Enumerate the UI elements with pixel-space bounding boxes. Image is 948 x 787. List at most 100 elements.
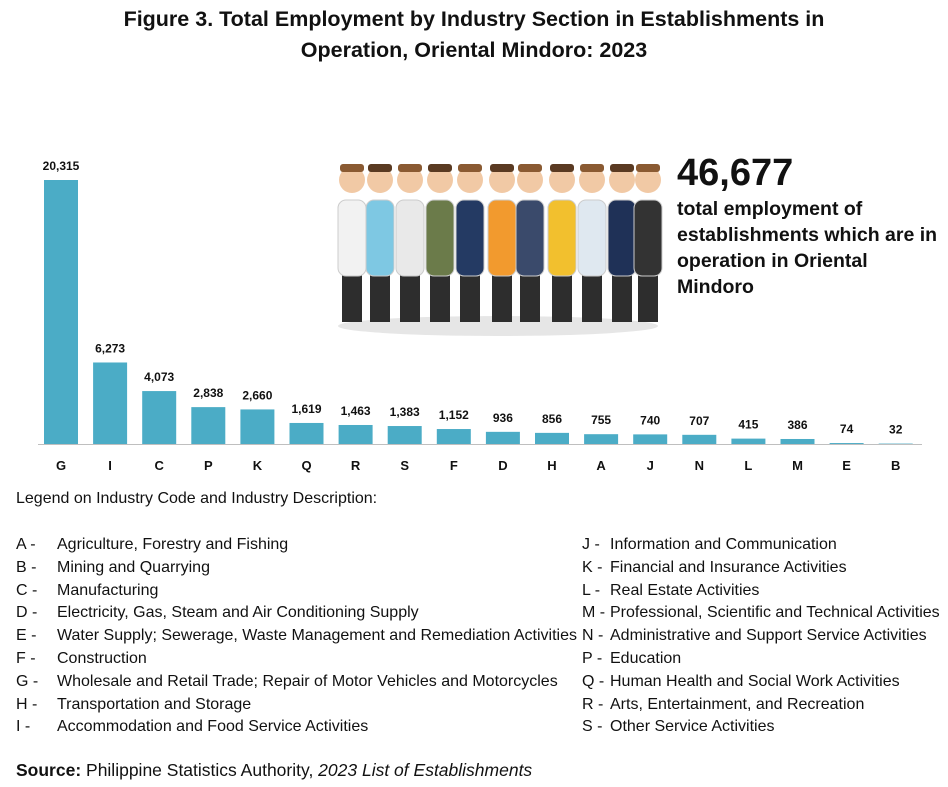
legend-row: F - Construction — [16, 648, 577, 671]
source-label: Source: — [16, 760, 82, 780]
bar-G — [44, 180, 78, 444]
total-employment-value: 46,677 — [677, 152, 794, 194]
legend-description: Wholesale and Retail Trade; Repair of Mo… — [57, 672, 558, 690]
source-publication: 2023 List of Establishments — [318, 760, 533, 780]
legend-description: Transportation and Storage — [57, 695, 252, 713]
legend-description: Education — [610, 649, 682, 667]
worker-figure — [607, 164, 637, 322]
legend-code: B - — [16, 558, 37, 576]
x-tick-label-A: A — [596, 458, 606, 473]
worker-figure — [455, 164, 485, 322]
x-tick-label-Q: Q — [301, 458, 311, 473]
data-label-A: 755 — [591, 413, 611, 427]
legend-code: G - — [16, 672, 39, 690]
legend-code: H - — [16, 695, 38, 713]
worker-figure — [337, 164, 367, 322]
bar-C — [142, 391, 177, 444]
data-label-R: 1,463 — [341, 404, 371, 418]
x-tick-label-L: L — [744, 458, 752, 473]
source-text: Philippine Statistics Authority, — [81, 760, 319, 780]
workers-illustration — [337, 164, 663, 336]
worker-figure — [365, 164, 395, 322]
legend-row: P - Education — [582, 648, 940, 671]
x-tick-label-F: F — [450, 458, 458, 473]
legend-description: Financial and Insurance Activities — [610, 558, 847, 576]
chart-title-line-1: Figure 3. Total Employment by Industry S… — [123, 7, 825, 31]
legend-description: Arts, Entertainment, and Recreation — [610, 695, 865, 713]
bar-chart: 20,315 G 6,273 I 4,073 C 2,838 P 2,660 K 1,619 Q 1,4… — [38, 159, 922, 473]
legend-code: C - — [16, 581, 38, 599]
legend-row: S - Other Service Activities — [582, 716, 940, 739]
data-label-E: 74 — [840, 422, 854, 436]
legend-code: N - — [582, 627, 604, 645]
legend-code: J - — [582, 536, 600, 553]
legend-code: S - — [582, 718, 603, 736]
x-tick-label-B: B — [891, 458, 900, 473]
data-label-K: 2,660 — [242, 388, 272, 402]
legend-row: L - Real Estate Activities — [582, 580, 940, 603]
legend-left-column: A - Agriculture, Forestry and Fishing B - M… — [16, 534, 577, 739]
x-tick-label-M: M — [792, 458, 803, 473]
bar-H — [535, 432, 569, 444]
x-tick-label-E: E — [842, 458, 851, 473]
worker-figure — [577, 164, 607, 322]
worker-figure — [487, 164, 517, 322]
worker-figure — [547, 164, 577, 322]
total-employment-text: total employment of establishments which… — [677, 198, 938, 298]
worker-figure — [633, 164, 663, 322]
bar-E — [829, 443, 864, 444]
legend-description: Water Supply; Sewerage, Waste Management… — [57, 627, 577, 645]
data-label-H: 856 — [542, 412, 562, 426]
data-label-F: 1,152 — [439, 408, 469, 422]
legend-row: K - Financial and Insurance Activities — [582, 557, 940, 580]
worker-figure — [425, 164, 455, 322]
legend-description: Administrative and Support Service Activ… — [610, 627, 927, 645]
legend-row: N - Administrative and Support Service Ac… — [582, 625, 940, 648]
data-label-C: 4,073 — [144, 370, 174, 384]
x-tick-label-I: I — [108, 458, 112, 473]
worker-figure — [515, 164, 545, 322]
bar-D — [485, 431, 520, 444]
legend-description: Information and Communication — [610, 536, 837, 553]
total-callout: 46,677 total employment of establishment… — [677, 150, 945, 300]
legend-description: Manufacturing — [57, 581, 159, 599]
data-label-B: 32 — [889, 423, 903, 437]
legend-description: Agriculture, Forestry and Fishing — [57, 536, 289, 553]
legend-code: I - — [16, 718, 31, 736]
legend-row: A - Agriculture, Forestry and Fishing — [16, 534, 577, 557]
legend-row: Q - Human Health and Social Work Activiti… — [582, 671, 940, 694]
legend-row: R - Arts, Entertainment, and Recreation — [582, 694, 940, 717]
x-tick-label-D: D — [498, 458, 507, 473]
data-label-D: 936 — [493, 411, 513, 425]
legend-code: D - — [16, 604, 38, 622]
data-label-P: 2,838 — [193, 386, 223, 400]
data-label-J: 740 — [640, 413, 660, 427]
x-tick-label-S: S — [400, 458, 409, 473]
legend-description: Human Health and Social Work Activities — [610, 672, 900, 690]
bar-S — [387, 426, 422, 444]
legend-code: Q - — [582, 672, 605, 690]
bar-Q — [289, 422, 324, 444]
data-label-I: 6,273 — [95, 341, 125, 355]
legend-title: Legend on Industry Code and Industry Des… — [16, 490, 378, 507]
legend-row: D - Electricity, Gas, Steam and Air Condi… — [16, 602, 577, 625]
legend-code: P - — [582, 649, 603, 667]
data-label-N: 707 — [689, 414, 709, 428]
legend-description: Other Service Activities — [610, 718, 775, 736]
data-label-L: 415 — [738, 418, 758, 432]
legend-description: Professional, Scientific and Technical A… — [610, 604, 940, 622]
legend-right-column: J - Information and Communication K - Finan… — [582, 534, 940, 739]
legend-row: H - Transportation and Storage — [16, 694, 577, 717]
bar-F — [436, 429, 471, 444]
bar-J — [633, 434, 668, 444]
legend-code: M - — [582, 604, 606, 622]
legend-code: K - — [582, 558, 603, 576]
legend-row: C - Manufacturing — [16, 580, 577, 603]
legend-row: B - Mining and Quarrying — [16, 557, 577, 580]
chart-title-line-2: Operation, Oriental Mindoro: 2023 — [300, 38, 648, 62]
legend-description: Mining and Quarrying — [57, 558, 210, 576]
legend-row: G - Wholesale and Retail Trade; Repair of… — [16, 671, 577, 694]
x-tick-label-N: N — [695, 458, 704, 473]
legend-description: Electricity, Gas, Steam and Air Conditio… — [57, 604, 419, 622]
legend-description: Construction — [57, 649, 147, 667]
